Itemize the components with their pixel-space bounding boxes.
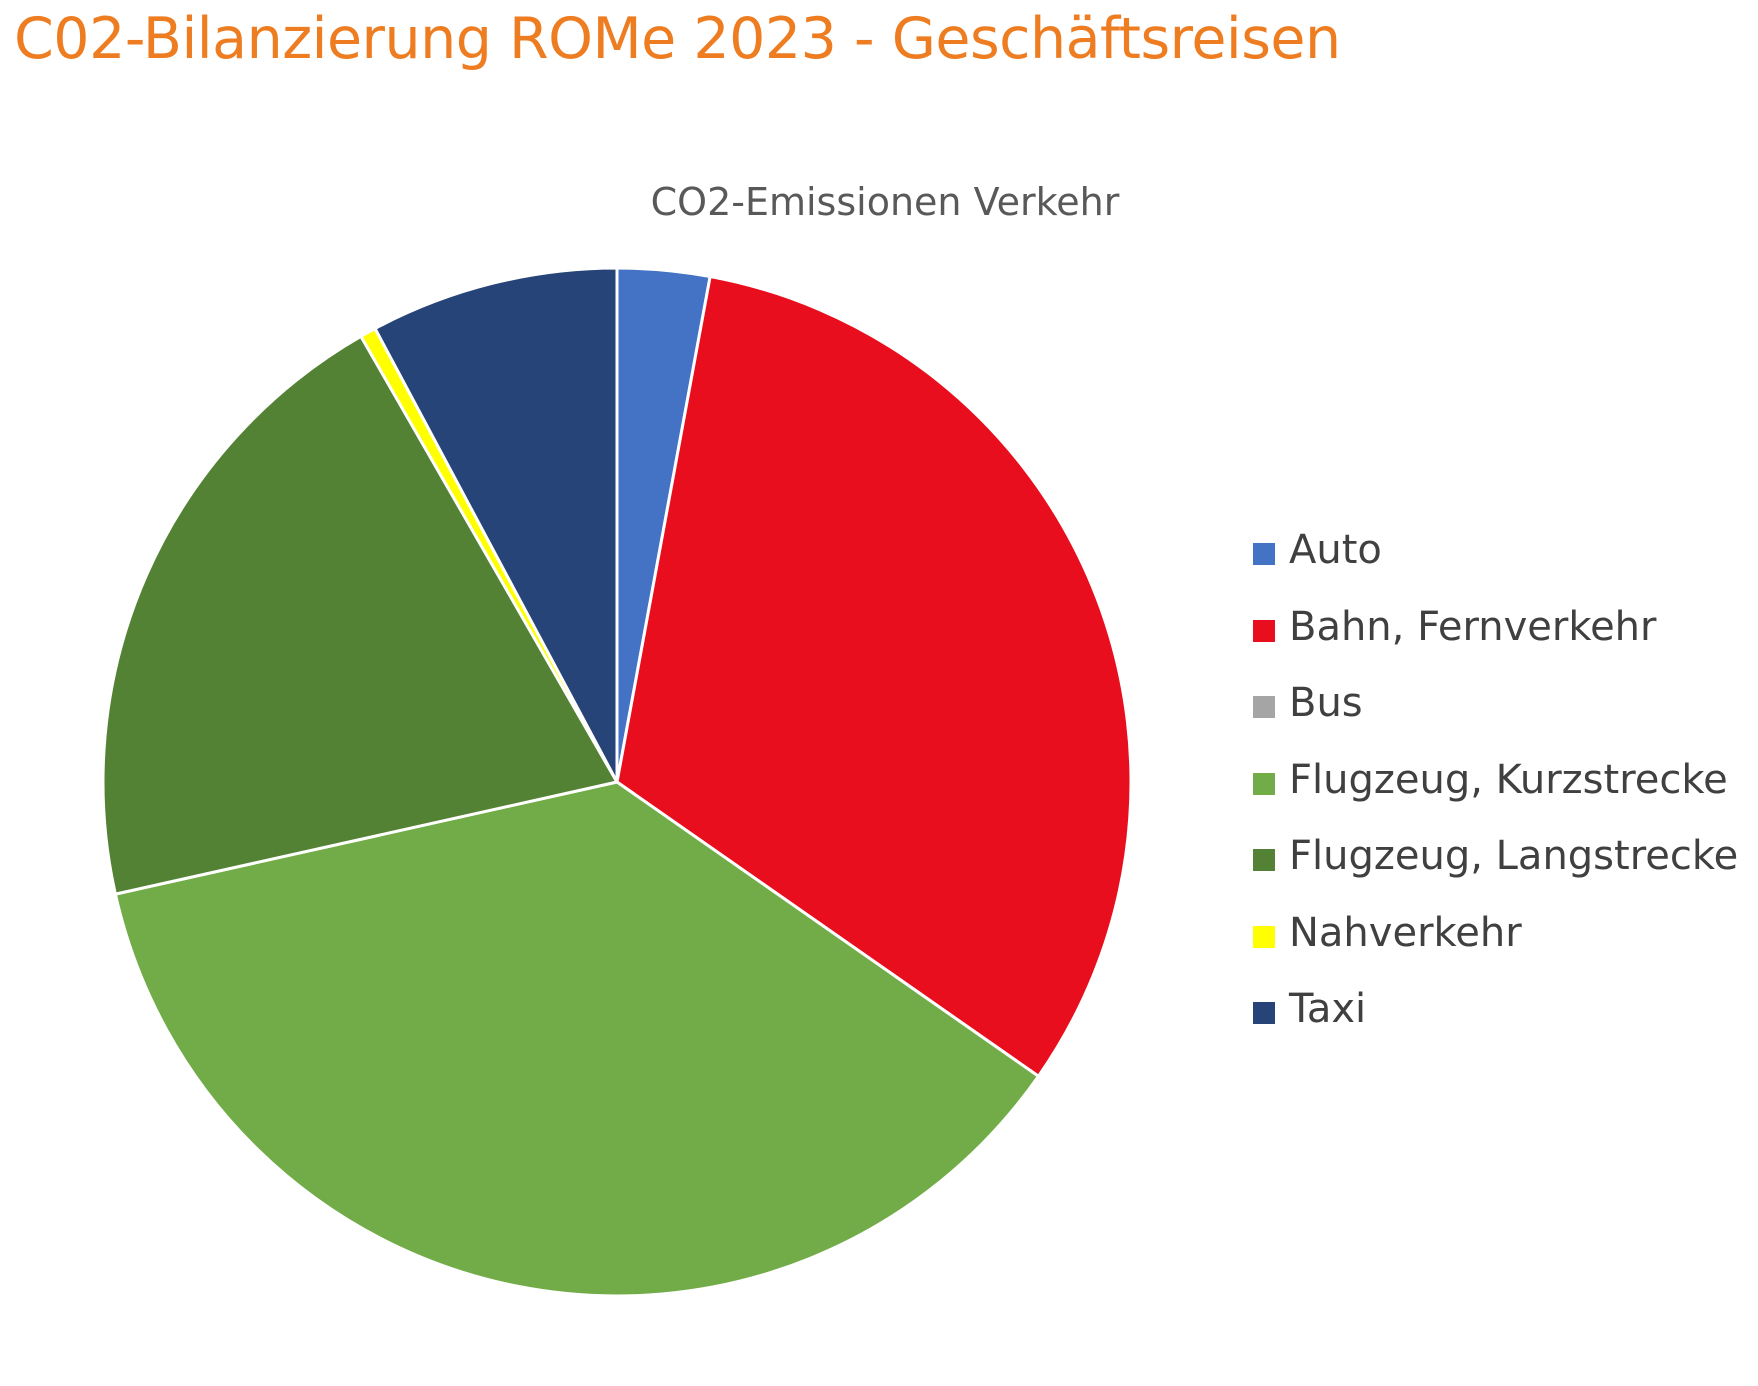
legend-swatch: [1253, 619, 1275, 642]
legend-swatch: [1253, 925, 1275, 948]
page-title: C02-Bilanzierung ROMe 2023 - Geschäftsre…: [14, 6, 1341, 72]
legend-label: Flugzeug, Kurzstrecke: [1289, 756, 1728, 803]
legend-swatch: [1253, 543, 1275, 565]
legend-swatch: [1253, 849, 1275, 871]
legend-swatch: [1253, 772, 1275, 795]
legend-label: Flugzeug, Langstrecke: [1289, 833, 1739, 879]
legend-label: Bahn, Fernverkehr: [1289, 603, 1657, 650]
pie-slice-bahn-fernverkehr: [615, 275, 1133, 1078]
legend-label: Bus: [1289, 680, 1363, 726]
legend-label: Auto: [1289, 527, 1382, 573]
legend-label: Taxi: [1289, 986, 1367, 1032]
pie-slice-flugzeug-kurzstrecke: [113, 780, 1040, 1298]
pie-slice-flugzeug-langstrecke: [101, 334, 619, 896]
legend-label: Nahverkehr: [1289, 909, 1522, 956]
chart-title: CO2-Emissionen Verkehr: [650, 180, 1120, 224]
pie-slice-taxi: [373, 266, 619, 784]
legend-swatch: [1253, 696, 1275, 718]
legend-swatch: [1253, 1002, 1275, 1024]
